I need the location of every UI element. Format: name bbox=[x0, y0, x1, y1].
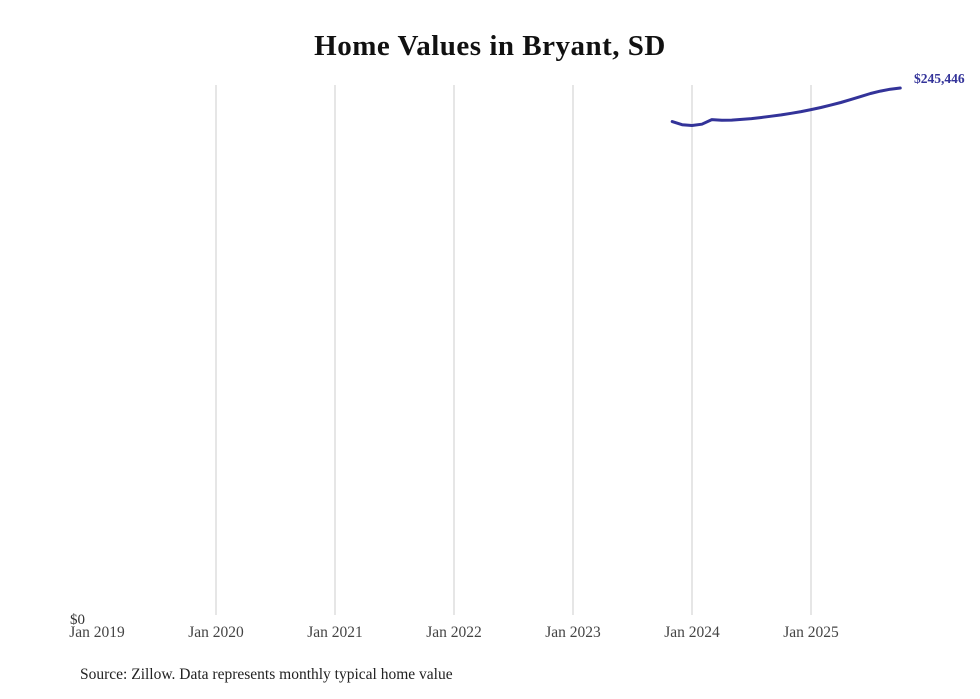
x-tick-label: Jan 2022 bbox=[426, 624, 482, 641]
source-note: Source: Zillow. Data represents monthly … bbox=[80, 666, 453, 683]
x-tick-label: Jan 2020 bbox=[188, 624, 244, 641]
chart-title: Home Values in Bryant, SD bbox=[314, 30, 666, 62]
y-axis-zero-label: $0 bbox=[70, 612, 85, 628]
x-tick-label: Jan 2019 bbox=[69, 624, 125, 641]
x-tick-label: Jan 2025 bbox=[783, 624, 839, 641]
x-tick-label: Jan 2023 bbox=[545, 624, 601, 641]
latest-value-label: $245,446 bbox=[914, 71, 965, 86]
home-value-line bbox=[670, 86, 902, 127]
x-tick-label: Jan 2024 bbox=[664, 624, 720, 641]
x-tick-label: Jan 2021 bbox=[307, 624, 363, 641]
